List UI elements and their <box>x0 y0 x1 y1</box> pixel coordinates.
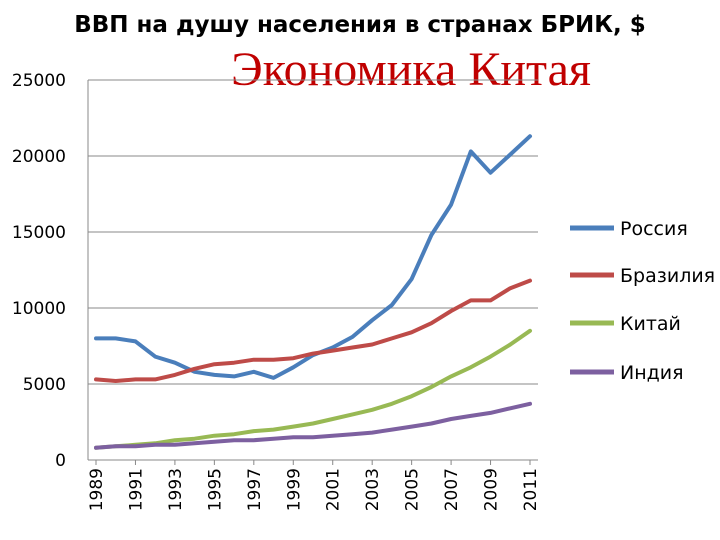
series-line-3 <box>94 328 532 450</box>
legend: Россия Бразилия Китай Индия <box>570 218 715 384</box>
legend-label: Бразилия <box>620 265 715 287</box>
x-tick-label: 1995 <box>205 468 225 511</box>
y-tick-label: 0 <box>55 451 66 471</box>
x-tick-label: 1993 <box>166 468 186 511</box>
y-tick-label: 10000 <box>12 299 66 319</box>
chart-title: ВВП на душу населения в странах БРИК, $ <box>74 12 646 38</box>
series-line-2 <box>94 278 532 383</box>
x-tick-label: 2007 <box>442 468 462 511</box>
legend-label: Россия <box>620 218 688 240</box>
x-tick-label: 1997 <box>245 468 265 511</box>
x-tick-label: 1991 <box>126 468 146 511</box>
x-tick-labels: 1989 1991 1993 1995 1997 1999 2001 2003 2005 2007… <box>87 460 541 511</box>
y-tick-label: 5000 <box>23 375 66 395</box>
y-tick-label: 20000 <box>12 147 66 167</box>
y-tick-label: 25000 <box>12 71 66 91</box>
series-line-4 <box>94 401 532 450</box>
gridlines <box>88 79 538 385</box>
axes <box>87 80 538 461</box>
x-tick-label: 2011 <box>521 468 541 511</box>
x-tick-label: 1989 <box>87 468 107 511</box>
legend-label: Китай <box>620 313 681 335</box>
y-tick-label: 15000 <box>12 223 66 243</box>
series-lines <box>94 134 532 450</box>
x-tick-label: 2005 <box>403 468 423 511</box>
series-line-1 <box>94 134 532 380</box>
x-tick-label: 1999 <box>284 468 304 511</box>
y-tick-labels: 0 5000 10000 15000 20000 25000 <box>12 71 66 471</box>
overlay-title: Экономика Китая <box>231 43 591 96</box>
x-tick-label: 2009 <box>482 468 502 511</box>
x-tick-label: 2001 <box>324 468 344 511</box>
legend-label: Индия <box>620 362 684 384</box>
x-tick-label: 2003 <box>363 468 383 511</box>
